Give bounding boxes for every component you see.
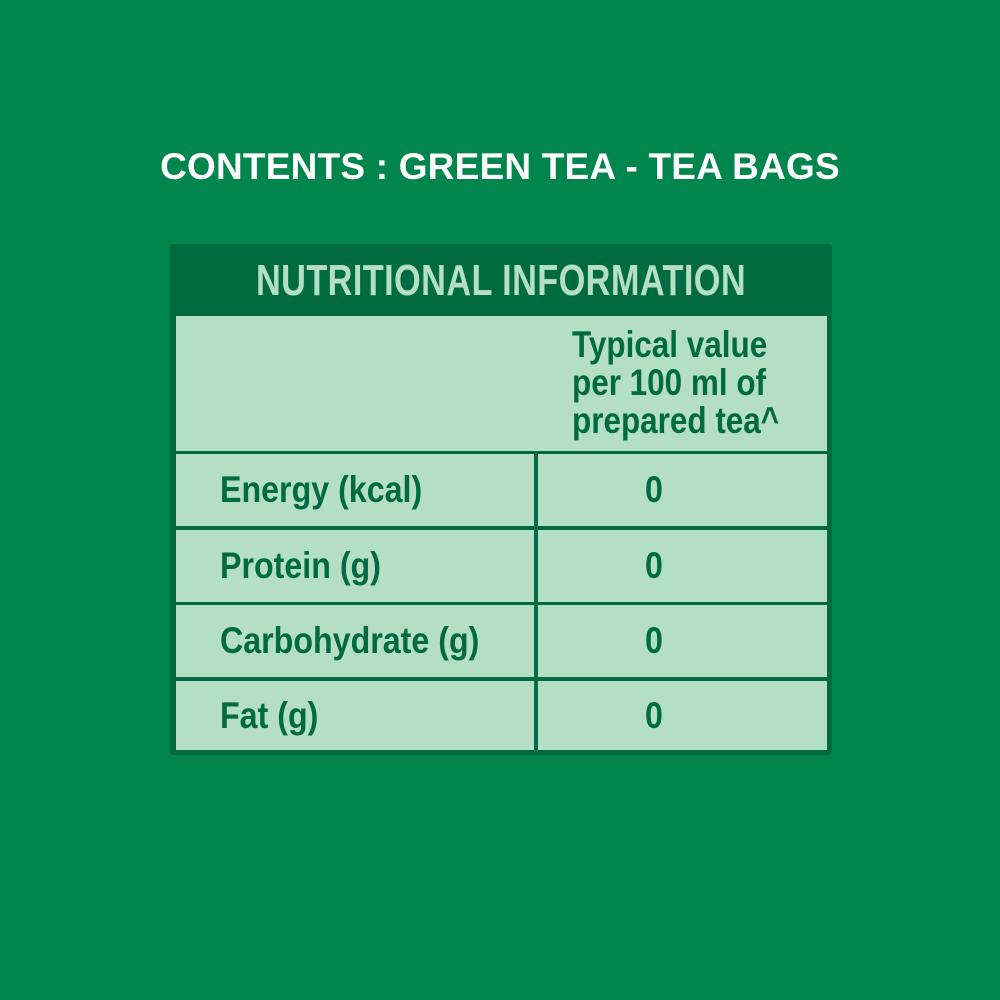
column-header-line: per 100 ml of	[572, 362, 767, 403]
column-header-line: prepared tea^	[572, 400, 780, 441]
row-value-energy: 0	[538, 454, 827, 526]
table-title: NUTRITIONAL INFORMATION	[255, 256, 747, 305]
contents-title: CONTENTS : GREEN TEA - TEA BAGS	[160, 146, 840, 187]
column-header-cell: Typical value per 100 ml of prepared tea…	[176, 316, 827, 451]
nutrition-table: NUTRITIONAL INFORMATION Typical value pe…	[170, 244, 832, 755]
row-label-fat: Fat (g)	[176, 681, 534, 750]
row-value-protein: 0	[538, 530, 827, 602]
column-header-line: Typical value	[572, 324, 768, 365]
column-header: Typical value per 100 ml of prepared tea…	[572, 326, 779, 440]
row-label-carbohydrate: Carbohydrate (g)	[176, 605, 534, 677]
row-label-energy: Energy (kcal)	[176, 454, 534, 526]
row-value-carbohydrate: 0	[538, 605, 827, 677]
row-value-fat: 0	[538, 681, 827, 750]
row-label-protein: Protein (g)	[176, 530, 534, 602]
